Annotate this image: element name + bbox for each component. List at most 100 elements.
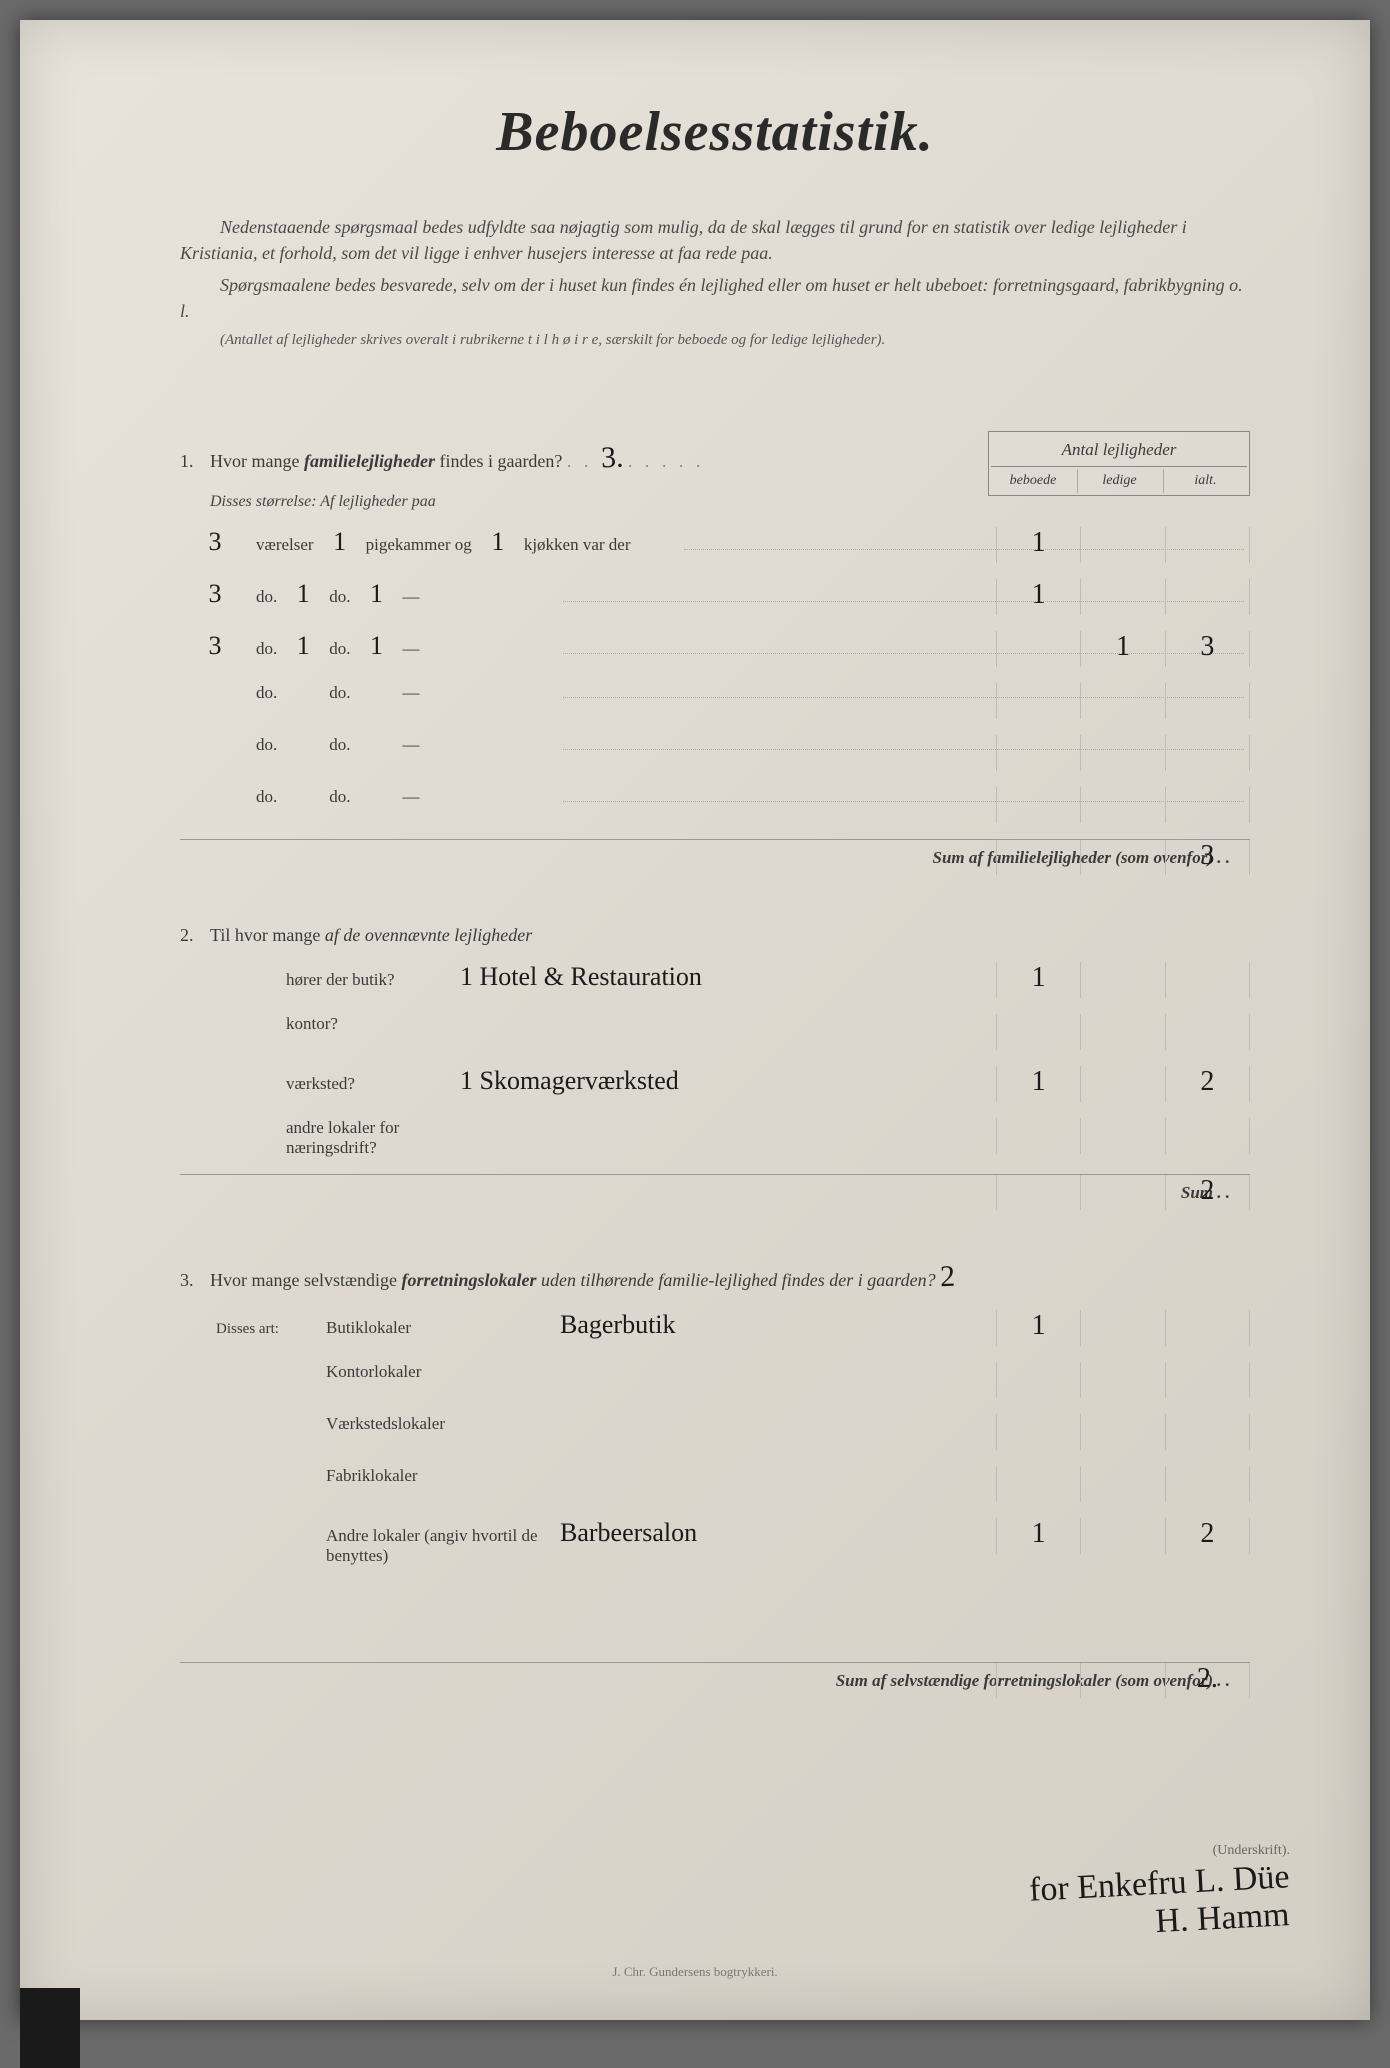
dots: . . (567, 451, 601, 471)
q1-sum-row: Sum af familielejligheder (som ovenfor) … (180, 839, 1250, 875)
q3-line-label: Andre lokaler (angiv hvortil de benyttes… (320, 1526, 560, 1566)
q2-sum-ialt: 2 (1165, 1175, 1250, 1210)
count-cols: 1 2 (996, 1518, 1250, 1554)
count-cols: 1 3 (996, 631, 1250, 667)
q3-line: Disses art: Butiklokaler Bagerbutik 1 (180, 1310, 1250, 1346)
q1-sum-cols: 3 (996, 839, 1250, 875)
count-cols (996, 683, 1250, 719)
pigekammer-label: pigekammer og (360, 535, 478, 555)
ledige-cell (1080, 579, 1164, 615)
q1-rows: 3 værelser 1 pigekammer og 1 kjøkken var… (180, 527, 1250, 823)
col-ialt: ialt. (1163, 469, 1247, 493)
q3-line-label: Fabriklokaler (320, 1466, 560, 1486)
q3-sum-row: Sum af selvstændige forretningslokaler (… (180, 1662, 1250, 1698)
q3-line: Kontorlokaler (180, 1362, 1250, 1398)
beboede-cell (996, 1014, 1080, 1050)
count-cols (996, 735, 1250, 771)
q1-text-a: Hvor mange (210, 451, 304, 471)
ledige-cell (1080, 1066, 1164, 1102)
ledige-cell: 1 (1080, 631, 1164, 667)
beboede-cell: 1 (996, 1310, 1080, 1346)
column-header-table: Antal lejligheder beboede ledige ialt. (988, 431, 1250, 496)
kjokken-value: 1 (357, 579, 397, 609)
q3-line: Fabriklokaler (180, 1466, 1250, 1502)
ledige-cell (1080, 962, 1164, 998)
q1-sum-ialt: 3 (1165, 840, 1250, 875)
vaerelser-label: do. (250, 735, 283, 755)
beboede-cell (996, 735, 1080, 771)
ialt-cell (1165, 1414, 1250, 1450)
q2-number: 2. (180, 925, 210, 946)
q2-text: Til hvor mange af de ovennævnte lejlighe… (210, 925, 1250, 946)
ialt-cell (1165, 962, 1250, 998)
col-header-top: Antal lejligheder (991, 434, 1247, 467)
q2-line: andre lokaler for næringsdrift? (180, 1118, 1250, 1158)
beboede-cell (996, 787, 1080, 823)
col-beboede: beboede (991, 469, 1075, 493)
pigekammer-value: 1 (283, 631, 323, 661)
ialt-cell (1165, 579, 1250, 615)
pigekammer-value: 1 (283, 579, 323, 609)
q3-text-b: forretningslokaler (401, 1270, 536, 1290)
q3-line-label: Butiklokaler (320, 1318, 560, 1338)
page-title: Beboelsesstatistik. (180, 100, 1250, 164)
kjokken-label: — (397, 787, 557, 807)
beboede-cell (996, 1362, 1080, 1398)
q1-size-row: 3 værelser 1 pigekammer og 1 kjøkken var… (180, 527, 1250, 563)
count-cols: 1 (996, 1310, 1250, 1346)
q1-text-b: familielejligheder (304, 451, 435, 471)
q3-line: Andre lokaler (angiv hvortil de benyttes… (180, 1518, 1250, 1566)
q2-line: værksted? 1 Skomagerværksted 1 2 (180, 1066, 1250, 1102)
ledige-cell (1080, 1414, 1164, 1450)
count-cols (996, 1014, 1250, 1050)
pigekammer-label: do. (323, 639, 356, 659)
pigekammer-label: do. (323, 587, 356, 607)
q2-line-label: hører der butik? (280, 970, 460, 990)
pigekammer-label: do. (323, 735, 356, 755)
beboede-cell: 1 (996, 527, 1080, 563)
beboede-cell: 1 (996, 1518, 1080, 1554)
ialt-cell (1165, 527, 1250, 563)
count-cols (996, 1466, 1250, 1502)
ialt-cell (1165, 1310, 1250, 1346)
kjokken-value: 1 (357, 631, 397, 661)
count-cols: 1 2 (996, 1066, 1250, 1102)
printer-credit: J. Chr. Gundersens bogtrykkeri. (612, 1964, 777, 1980)
beboede-cell (996, 631, 1080, 667)
q2-text-b: af de ovennævnte lejligheder (325, 925, 532, 945)
count-cols (996, 1414, 1250, 1450)
pigekammer-value: 1 (320, 527, 360, 557)
ialt-cell (1165, 735, 1250, 771)
ledige-cell (1080, 1362, 1164, 1398)
q1-size-row: 3 do. 1 do. 1 — 1 (180, 579, 1250, 615)
beboede-cell: 1 (996, 962, 1080, 998)
pigekammer-label: do. (323, 683, 356, 703)
q2-line: kontor? (180, 1014, 1250, 1050)
signature-area: (Underskrift). for Enkefru L. Düe H. Ham… (1029, 1843, 1290, 1940)
beboede-cell: 1 (996, 579, 1080, 615)
count-cols: 1 (996, 527, 1250, 563)
beboede-cell (996, 683, 1080, 719)
vaerelser-value: 3 (180, 527, 250, 557)
q2-rows: hører der butik? 1 Hotel & Restauration … (180, 962, 1250, 1158)
ialt-cell (1165, 1014, 1250, 1050)
q1-size-row: do. do. — (180, 683, 1250, 719)
q2-line: hører der butik? 1 Hotel & Restauration … (180, 962, 1250, 998)
q3-text-c: uden tilhørende familie-lejlighed findes… (537, 1270, 936, 1290)
q3-sum-ialt: 2. (1165, 1663, 1250, 1698)
ledige-cell (1080, 1014, 1164, 1050)
count-cols (996, 787, 1250, 823)
intro-paragraph-1: Nedenstaaende spørgsmaal bedes udfyldte … (180, 214, 1250, 266)
q1-number: 1. (180, 451, 210, 472)
q1-size-row: do. do. — (180, 735, 1250, 771)
intro-paragraph-2: Spørgsmaalene bedes besvarede, selv om d… (180, 272, 1250, 324)
pigekammer-label: do. (323, 787, 356, 807)
q1-size-row: do. do. — (180, 787, 1250, 823)
q3-number: 3. (180, 1270, 210, 1291)
kjokken-label: — (397, 587, 557, 607)
ledige-cell (1080, 683, 1164, 719)
kjokken-value: 1 (478, 527, 518, 557)
q3-text-a: Hvor mange selvstændige (210, 1270, 401, 1290)
ledige-cell (1080, 1310, 1164, 1346)
vaerelser-label: do. (250, 587, 283, 607)
